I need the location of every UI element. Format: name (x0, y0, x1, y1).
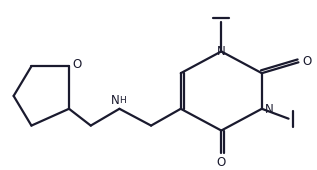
Text: O: O (303, 55, 312, 68)
Text: O: O (217, 156, 226, 169)
Text: O: O (72, 58, 81, 71)
Text: N: N (217, 45, 226, 58)
Text: N: N (264, 103, 273, 116)
Text: N: N (111, 94, 120, 107)
Text: H: H (119, 96, 126, 105)
